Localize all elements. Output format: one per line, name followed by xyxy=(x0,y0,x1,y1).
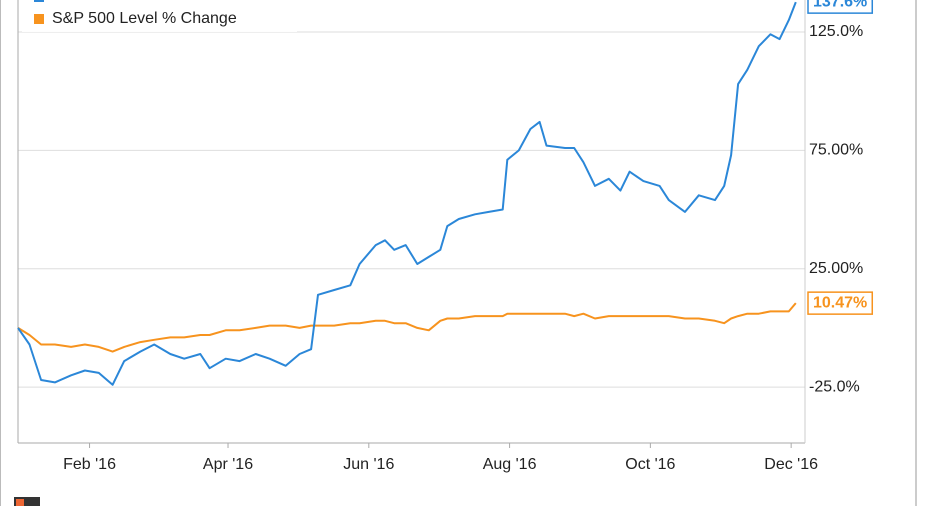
series-line xyxy=(17,1,797,386)
x-tick-label: Aug '16 xyxy=(483,456,537,473)
y-tick-label: 125.0% xyxy=(809,23,863,40)
series-line xyxy=(17,302,797,353)
legend-swatch xyxy=(34,0,44,2)
end-label-text: 10.47% xyxy=(813,294,867,311)
y-tick-label: -25.0% xyxy=(809,378,860,395)
legend-label: S&P 500 Level % Change xyxy=(52,10,237,27)
legend-swatch xyxy=(34,14,44,24)
logo-mark xyxy=(14,497,40,506)
y-tick-label: 75.00% xyxy=(809,142,863,159)
y-tick-label: 25.00% xyxy=(809,260,863,277)
end-label-box xyxy=(807,291,874,315)
end-label-text: 137.6% xyxy=(813,0,867,10)
end-label: 137.6% xyxy=(807,0,874,14)
x-tick-label: Feb '16 xyxy=(63,456,116,473)
legend: S&P 500 Level % Change xyxy=(22,0,297,32)
end-label-box xyxy=(807,0,874,14)
x-tick-label: Jun '16 xyxy=(343,456,394,473)
x-tick-label: Oct '16 xyxy=(625,456,675,473)
x-tick-label: Dec '16 xyxy=(764,456,818,473)
logo-mark xyxy=(16,499,24,506)
legend-box xyxy=(22,0,297,32)
logo xyxy=(14,497,40,506)
x-tick-label: Apr '16 xyxy=(203,456,253,473)
end-label: 10.47% xyxy=(807,291,874,315)
